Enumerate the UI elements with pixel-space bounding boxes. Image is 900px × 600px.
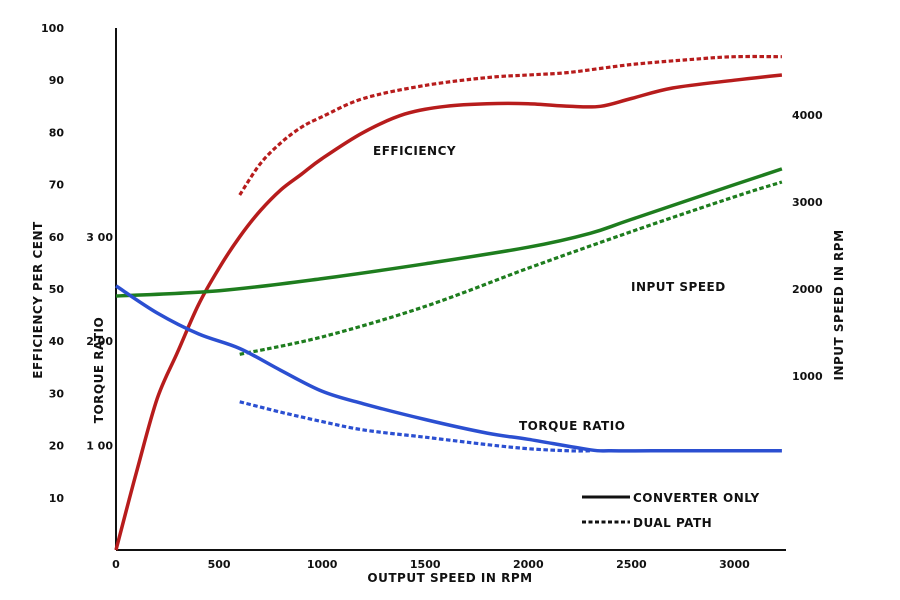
legend-label-dual-path: DUAL PATH	[633, 516, 712, 530]
efficiency-tick-label: 80	[49, 126, 65, 139]
series-line-input-speed-converter-only	[115, 167, 783, 298]
x-tick-label: 1000	[307, 558, 338, 571]
efficiency-tick-label: 50	[49, 283, 65, 296]
torque-tick-label: 1 00	[86, 440, 113, 453]
series-line-efficiency-converter-only	[114, 73, 783, 551]
chart-ticks: 0 500 1000 1500 2000 2500 3000 10 20 30 40 50 60 70 80…	[41, 22, 823, 571]
input-tick-label: 2000	[792, 283, 823, 296]
chart-annotations: EFFICIENCY INPUT SPEED TORQUE RATIO	[373, 144, 726, 433]
efficiency-tick-label: 100	[41, 22, 64, 35]
y-axis-title-efficiency: EFFICIENCY PER CENT	[31, 221, 45, 379]
x-tick-label: 500	[208, 558, 231, 571]
axis-titles: OUTPUT SPEED IN RPM EFFICIENCY PER CENT …	[31, 221, 846, 585]
y-axis-title-torque: TORQUE RATIO	[92, 317, 106, 423]
input-tick-label: 1000	[792, 370, 823, 383]
annotation-efficiency: EFFICIENCY	[373, 144, 456, 158]
x-tick-label: 2500	[616, 558, 647, 571]
annotation-input-speed: INPUT SPEED	[631, 280, 726, 294]
efficiency-tick-label: 60	[49, 231, 65, 244]
torque-tick-label: 2 00	[86, 335, 113, 348]
annotation-torque-ratio: TORQUE RATIO	[519, 419, 625, 433]
input-tick-label: 4000	[792, 109, 823, 122]
efficiency-tick-label: 90	[49, 74, 65, 87]
efficiency-tick-label: 10	[49, 492, 65, 505]
torque-tick-label: 3 00	[86, 231, 113, 244]
legend-label-converter-only: CONVERTER ONLY	[633, 491, 760, 505]
efficiency-tick-label: 20	[49, 440, 65, 453]
efficiency-tick-label: 30	[49, 387, 65, 400]
x-tick-label: 3000	[719, 558, 750, 571]
legend: CONVERTER ONLY DUAL PATH	[582, 491, 760, 530]
x-axis-title: OUTPUT SPEED IN RPM	[367, 571, 532, 585]
series-line-efficiency-dual-path	[238, 54, 782, 196]
series-line-torque-ratio-dual-path	[239, 400, 591, 453]
efficiency-tick-label: 40	[49, 335, 65, 348]
x-tick-label: 1500	[410, 558, 441, 571]
series-line-torque-ratio-converter-only	[115, 284, 782, 453]
input-tick-label: 3000	[792, 196, 823, 209]
efficiency-tick-label: 70	[49, 179, 65, 192]
chart-axes	[115, 28, 786, 551]
series-line-input-speed-dual-path	[239, 180, 783, 356]
x-tick-label: 2000	[513, 558, 544, 571]
x-tick-label: 0	[112, 558, 120, 571]
chart-series	[114, 54, 783, 551]
y-axis-title-input: INPUT SPEED IN RPM	[832, 229, 846, 380]
